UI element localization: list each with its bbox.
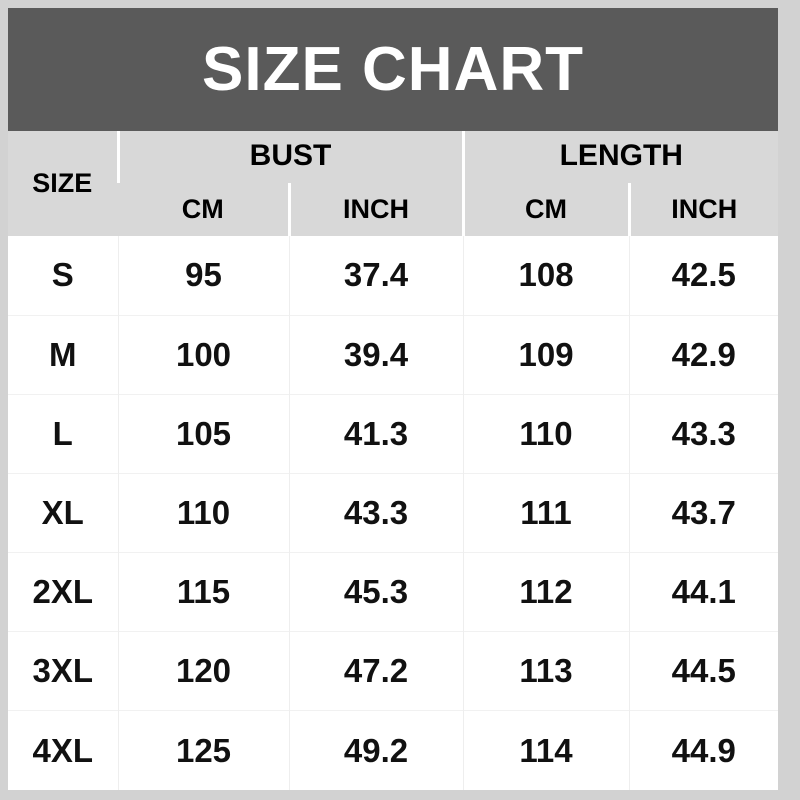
size-cell-2XL: 2XL (8, 552, 118, 632)
column-header-length-cm: CM (461, 183, 630, 236)
length-inch-cell-3XL: 44.5 (628, 631, 779, 711)
column-header-size: SIZE (8, 131, 118, 236)
length-cm-cell-3XL: 113 (462, 631, 630, 711)
size-cell-M: M (8, 314, 118, 395)
header-row-groups: SIZE BUST LENGTH (8, 131, 779, 236)
table-row: 4XL 125 49.2 114 44.9 (8, 710, 779, 790)
table-row: 3XL 120 47.2 113 44.5 (8, 631, 779, 711)
bust-inch-cell-XL: 43.3 (288, 472, 464, 553)
length-cm-cell-2XL: 112 (462, 552, 630, 632)
column-header-bust-inch: INCH (287, 183, 464, 236)
page-title: SIZE CHART (202, 34, 584, 104)
bust-inch-cell-2XL: 45.3 (288, 552, 464, 632)
size-cell-XL: XL (8, 472, 118, 553)
table-row: M 100 39.4 109 42.9 (8, 314, 779, 395)
column-group-header-bust: BUST (116, 131, 464, 183)
table-row: S 95 37.4 108 42.5 (8, 236, 779, 316)
length-cm-cell-XL: 111 (462, 472, 630, 553)
size-cell-S: S (8, 236, 118, 316)
bust-cm-cell-M: 100 (117, 314, 289, 395)
bust-inch-cell-4XL: 49.2 (288, 710, 464, 790)
size-cell-L: L (8, 393, 118, 474)
bust-cm-cell-2XL: 115 (117, 552, 289, 632)
table-row: XL 110 43.3 111 43.7 (8, 472, 779, 553)
bust-cm-cell-3XL: 120 (117, 631, 289, 711)
bust-cm-cell-XL: 110 (117, 472, 289, 553)
size-cell-4XL: 4XL (8, 710, 118, 790)
bust-cm-cell-4XL: 125 (117, 710, 289, 790)
table-row: 2XL 115 45.3 112 44.1 (8, 552, 779, 632)
length-inch-cell-S: 42.5 (628, 236, 779, 316)
length-inch-cell-4XL: 44.9 (628, 710, 779, 790)
table-header: SIZE BUST LENGTH CM INCH CM INCH (8, 131, 779, 236)
bust-cm-cell-S: 95 (117, 236, 289, 316)
length-inch-cell-XL: 43.7 (628, 472, 779, 553)
column-header-bust-cm: CM (118, 183, 289, 236)
size-cell-3XL: 3XL (8, 631, 118, 711)
title-banner: SIZE CHART (8, 8, 778, 131)
column-header-length-inch: INCH (627, 183, 779, 236)
bust-inch-cell-L: 41.3 (288, 393, 464, 474)
length-cm-cell-S: 108 (462, 236, 630, 316)
bust-cm-cell-L: 105 (117, 393, 289, 474)
length-cm-cell-M: 109 (462, 314, 630, 395)
length-inch-cell-2XL: 44.1 (628, 552, 779, 632)
table-body: S 95 37.4 108 42.5 M 100 39.4 109 42.9 L 105 41.3 110… (8, 236, 779, 790)
size-chart-table: SIZE BUST LENGTH CM INCH CM INCH S 95 37.4… (8, 131, 779, 790)
column-group-header-length: LENGTH (461, 131, 779, 183)
size-chart-container: SIZE CHART SIZE BUST LENGTH CM INCH CM I… (8, 8, 779, 790)
bust-inch-cell-S: 37.4 (288, 236, 464, 316)
length-inch-cell-L: 43.3 (628, 393, 779, 474)
header-row-units: CM INCH CM INCH (8, 183, 779, 236)
bust-inch-cell-M: 39.4 (288, 314, 464, 395)
table-row: L 105 41.3 110 43.3 (8, 393, 779, 474)
length-cm-cell-4XL: 114 (462, 710, 630, 790)
bust-inch-cell-3XL: 47.2 (288, 631, 464, 711)
length-inch-cell-M: 42.9 (628, 314, 779, 395)
length-cm-cell-L: 110 (462, 393, 630, 474)
